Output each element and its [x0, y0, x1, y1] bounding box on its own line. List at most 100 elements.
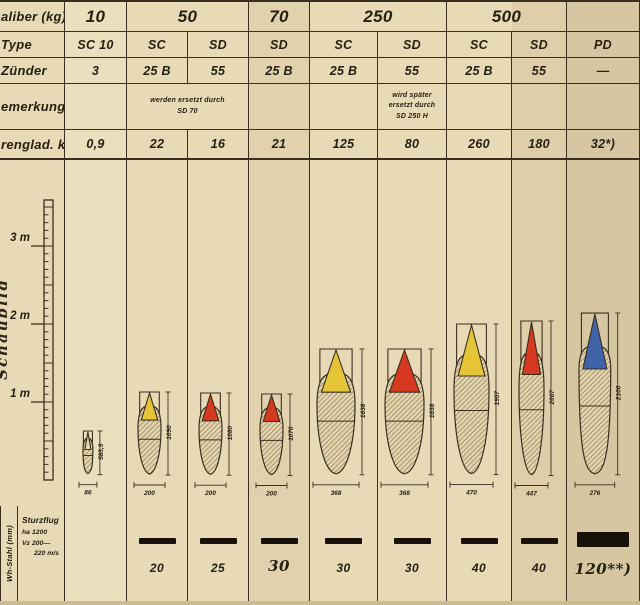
- sprengladung-cell: 125: [310, 130, 378, 158]
- wh-stahl-label: Wh-Stahl (mm): [4, 525, 14, 582]
- svg-text:368: 368: [330, 490, 341, 497]
- sprengladung-cell: 0,9: [65, 130, 127, 158]
- sprengladung-cell: 22: [127, 130, 188, 158]
- sprengladung-cell: 32*): [567, 130, 640, 158]
- kaliber-250-cell: 250: [310, 2, 447, 31]
- bemerkung-row: emerkung werden ersetzt durch SD 70 wird…: [0, 84, 640, 130]
- thickness-bar: [520, 538, 558, 544]
- svg-text:447: 447: [525, 490, 537, 497]
- kaliber-pd-cell: [567, 2, 640, 31]
- paper-edge: [0, 601, 640, 605]
- sturzflug-title: Sturzflug: [22, 515, 59, 525]
- penetration-cell: 30: [378, 506, 447, 601]
- svg-text:200: 200: [143, 490, 155, 497]
- kaliber-row: aliber (kg) 10 50 70 250 500: [0, 2, 640, 32]
- type-row-label: Type: [0, 32, 65, 57]
- svg-text:1957: 1957: [493, 391, 500, 406]
- sprengladung-cell: 180: [512, 130, 567, 158]
- bomb-drawing-sd500: 2007 447: [512, 160, 567, 506]
- svg-text:470: 470: [465, 490, 477, 497]
- svg-text:200: 200: [204, 490, 216, 497]
- zuender-row-label: Zünder: [0, 58, 65, 83]
- sprengladung-cell: 80: [378, 130, 447, 158]
- type-cell: SD: [512, 32, 567, 57]
- bemerkung-note-sd50: werden ersetzt durch SD 70: [127, 84, 249, 129]
- thickness-bar: [138, 538, 176, 544]
- zuender-cell: 25 B: [127, 58, 188, 83]
- svg-text:585,5: 585,5: [97, 444, 104, 461]
- svg-text:200: 200: [265, 490, 277, 497]
- penetration-cell: 20: [127, 506, 188, 601]
- penetration-section: Wh-Stahl (mm) Sturzflug ha 1200 Vz 200— 22…: [0, 506, 640, 603]
- thickness-bar: [260, 538, 298, 544]
- zuender-cell: 25 B: [447, 58, 512, 83]
- sprengladung-row-label: renglad. kg: [0, 130, 65, 158]
- zuender-cell: 25 B: [249, 58, 310, 83]
- penetration-cell: 30: [249, 506, 310, 601]
- thickness-bar: [325, 538, 362, 544]
- svg-text:1638: 1638: [359, 404, 366, 419]
- bemerkung-cell: [512, 84, 567, 129]
- bomb-drawing-sd50: 1080 200: [188, 160, 249, 506]
- zuender-cell: 55: [378, 58, 447, 83]
- zuender-cell: 3: [65, 58, 127, 83]
- bomb-drawing-sc10: 585,5 86: [65, 160, 127, 506]
- type-cell: SC 10: [65, 32, 127, 57]
- type-cell: SC: [127, 32, 188, 57]
- bemerkung-cell: [567, 84, 640, 129]
- svg-text:86: 86: [84, 490, 92, 497]
- bemerkung-row-label: emerkung: [0, 84, 65, 129]
- type-cell: SD: [249, 32, 310, 57]
- bemerkung-note-sd250: wird später ersetzt durch SD 250 H: [378, 84, 447, 129]
- scale-ruler-cell: Schaubild 3 m 2 m 1 m: [0, 160, 65, 506]
- svg-text:1070: 1070: [288, 426, 295, 441]
- zuender-cell: 55: [188, 58, 249, 83]
- sprengladung-cell: 260: [447, 130, 512, 158]
- bomb-drawing-sc50: 1090 200: [127, 160, 188, 506]
- bomb-drawing-sd250: 1638 368: [378, 160, 447, 506]
- type-cell: PD: [567, 32, 640, 57]
- bomb-drawing-sc250: 1638 368: [310, 160, 378, 506]
- svg-text:2100: 2100: [616, 386, 623, 402]
- type-cell: SC: [310, 32, 378, 57]
- penetration-cell: 30: [310, 506, 378, 601]
- sturzflug-condition-cell: Sturzflug ha 1200 Vz 200— 220 m/s: [18, 506, 65, 601]
- svg-text:2007: 2007: [549, 389, 556, 405]
- bemerkung-cell: [447, 84, 512, 129]
- zuender-cell: 25 B: [310, 58, 378, 83]
- bemerkung-cell: [249, 84, 310, 129]
- kaliber-500-cell: 500: [447, 2, 567, 31]
- svg-text:1080: 1080: [226, 425, 233, 440]
- type-row: Type SC 10 SC SD SD SC SD SC SD PD: [0, 32, 640, 58]
- bomb-drawing-sd70: 1070 200: [249, 160, 310, 506]
- sprengladung-row: renglad. kg 0,9 22 16 21 125 80 260 180 …: [0, 130, 640, 160]
- thickness-bar: [199, 538, 237, 544]
- wh-stahl-label-cell: Wh-Stahl (mm): [0, 506, 18, 601]
- svg-text:368: 368: [399, 490, 410, 497]
- thickness-bar-thick: [577, 532, 629, 547]
- bemerkung-cell: [310, 84, 378, 129]
- kaliber-70-cell: 70: [249, 2, 310, 31]
- thickness-bar: [460, 538, 498, 544]
- type-cell: SD: [378, 32, 447, 57]
- penetration-cell: [65, 506, 127, 601]
- type-cell: SC: [447, 32, 512, 57]
- penetration-cell: 25: [188, 506, 249, 601]
- ruler-mark-2m: 2 m: [10, 310, 30, 322]
- type-cell: SD: [188, 32, 249, 57]
- bemerkung-cell: [65, 84, 127, 129]
- bomb-drawing-sc500: 1957 470: [447, 160, 512, 506]
- zuender-cell: —: [567, 58, 640, 83]
- svg-text:1638: 1638: [428, 404, 435, 419]
- zuender-row: Zünder 3 25 B 55 25 B 25 B 55 25 B 55 —: [0, 58, 640, 84]
- ruler-mark-3m: 3 m: [10, 232, 30, 244]
- scale-ruler: [18, 196, 58, 497]
- diagram-section: Schaubild 3 m 2 m 1 m 585,5 86 1090 200 10…: [0, 160, 640, 506]
- penetration-cell: 120**): [567, 506, 640, 601]
- sprengladung-cell: 16: [188, 130, 249, 158]
- penetration-cell: 40: [512, 506, 567, 601]
- thickness-bar: [393, 538, 431, 544]
- ruler-mark-1m: 1 m: [10, 388, 30, 400]
- diagram-side-label: Schaubild: [0, 278, 11, 380]
